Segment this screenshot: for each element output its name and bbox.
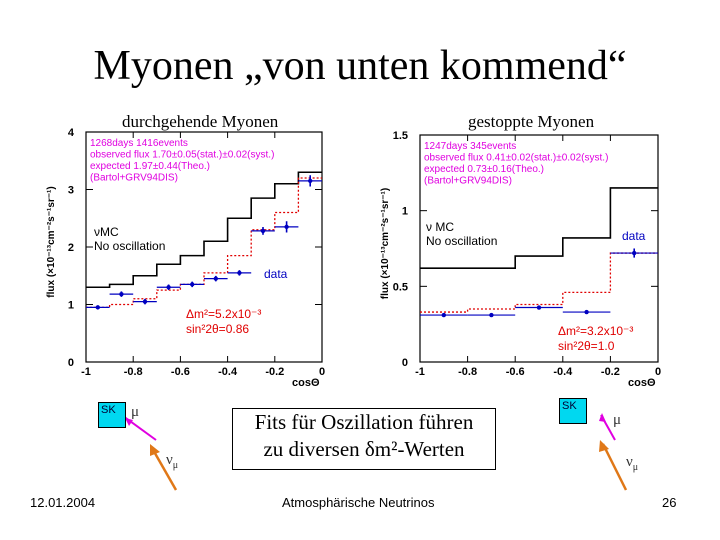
left-fit-label: sin²2θ=0.86	[186, 322, 249, 336]
right-plot-subtitle: gestoppte Myonen	[468, 112, 595, 131]
left-x-tick-label: -0.6	[171, 366, 190, 378]
left-info-line: observed flux 1.70±0.05(stat.)±0.02(syst…	[90, 150, 274, 161]
right-data-point	[584, 309, 589, 315]
right-x-tick-label: -0.2	[601, 366, 620, 378]
left-info-line: 1268days 1416events	[90, 138, 188, 149]
right-mc-no-osc-histogram	[420, 187, 658, 269]
left-fit-label: Δm²=5.2x10⁻³	[186, 307, 261, 321]
left-nu-label: νμ	[166, 452, 179, 471]
left-data-point	[213, 276, 218, 281]
right-data-point	[489, 312, 494, 318]
left-y-tick-label: 0	[68, 357, 74, 369]
right-info-line: 1247days 345events	[424, 141, 516, 152]
left-data-point	[190, 282, 195, 287]
left-info-line: expected 1.97±0.44(Theo.)	[90, 161, 210, 172]
right-mc-label: No oscillation	[426, 234, 497, 248]
right-mc-label: ν MC	[426, 220, 454, 234]
left-y-tick-label: 3	[68, 185, 74, 197]
left-nu-arrow	[150, 447, 178, 491]
page-title: Myonen „von unten kommend“	[93, 43, 627, 89]
left-osc-fit-histogram	[86, 177, 322, 309]
left-x-tick-label: -1	[81, 366, 91, 378]
fit-note-box: Fits für Oszillation führen zu diversen …	[232, 408, 496, 470]
right-data-point	[632, 250, 637, 256]
right-x-tick-label: -0.4	[553, 366, 573, 378]
right-mu-arrowhead	[599, 413, 606, 422]
left-x-tick-label: -0.4	[218, 366, 238, 378]
right-osc-fit-histogram	[420, 252, 658, 313]
right-y-tick-label: 0	[402, 357, 408, 369]
footer-page-number: 26	[662, 495, 677, 510]
left-plot-subtitle: durchgehende Myonen	[122, 112, 279, 131]
right-nu-arrowhead	[599, 440, 609, 452]
right-y-axis-label: flux (×10⁻¹³cm⁻²s⁻¹sr⁻¹)	[380, 188, 391, 299]
right-info-line: expected 0.73±0.16(Theo.)	[424, 164, 544, 175]
right-detector-box: SK	[559, 398, 587, 424]
right-plot-frame	[419, 134, 659, 363]
fit-note-line-1: Fits für Oszillation führen	[254, 410, 474, 434]
right-x-tick-label: -0.8	[458, 366, 477, 378]
right-x-tick-label: -1	[415, 366, 425, 378]
left-data-point	[119, 291, 124, 297]
footer-center: Atmosphärische Neutrinos	[282, 495, 435, 510]
right-info-line: (Bartol+GRV94DIS)	[424, 176, 512, 187]
right-x-tick-label: -0.6	[506, 366, 525, 378]
right-nu-label: νμ	[626, 454, 639, 473]
left-data-point	[260, 228, 266, 234]
right-info-line: observed flux 0.41±0.02(stat.)±0.02(syst…	[424, 153, 608, 164]
fit-note-line-2: zu diversen δm²-Werten	[263, 437, 465, 461]
left-mc-label: νMC	[94, 225, 119, 239]
right-y-tick-label: 1.5	[393, 130, 408, 142]
left-data-point	[166, 285, 171, 290]
right-data-point	[441, 312, 446, 318]
footer-date: 12.01.2004	[30, 495, 96, 510]
left-mu-label: μ	[131, 404, 140, 420]
left-x-axis-label: cosΘ	[292, 377, 320, 389]
right-x-axis-label: cosΘ	[628, 377, 656, 389]
left-data-point	[237, 270, 242, 276]
right-mu-label: μ	[613, 412, 622, 428]
right-fit-label: Δm²=3.2x10⁻³	[558, 324, 633, 338]
left-data-point	[308, 178, 313, 184]
right-x-tick-label: 0	[655, 366, 661, 378]
left-x-tick-label: -0.2	[265, 366, 284, 378]
left-data-label: data	[264, 267, 288, 281]
left-data-point	[142, 299, 148, 304]
right-data-label: data	[622, 229, 646, 243]
left-data-point	[284, 224, 289, 230]
left-nu-arrowhead	[150, 444, 160, 456]
left-x-tick-label: 0	[319, 366, 325, 378]
left-info-line: (Bartol+GRV94DIS)	[90, 173, 178, 184]
left-y-tick-label: 2	[68, 242, 74, 254]
left-mc-no-osc-histogram	[86, 171, 322, 289]
left-x-tick-label: -0.8	[124, 366, 143, 378]
right-fit-label: sin²2θ=1.0	[558, 339, 615, 353]
left-mu-arrowhead	[125, 418, 133, 426]
right-nu-arrow	[601, 443, 628, 491]
left-data-point	[95, 305, 101, 310]
left-detector-box: SK	[98, 402, 126, 428]
right-data-point	[536, 305, 542, 310]
right-y-tick-label: 1	[402, 206, 408, 218]
right-y-tick-label: 0.5	[393, 281, 408, 293]
left-mc-label: No oscillation	[94, 239, 165, 253]
left-y-axis-label: flux (×10⁻¹³cm⁻²s⁻¹sr⁻¹)	[46, 186, 57, 297]
left-y-tick-label: 4	[68, 127, 75, 139]
left-y-tick-label: 1	[68, 300, 74, 312]
